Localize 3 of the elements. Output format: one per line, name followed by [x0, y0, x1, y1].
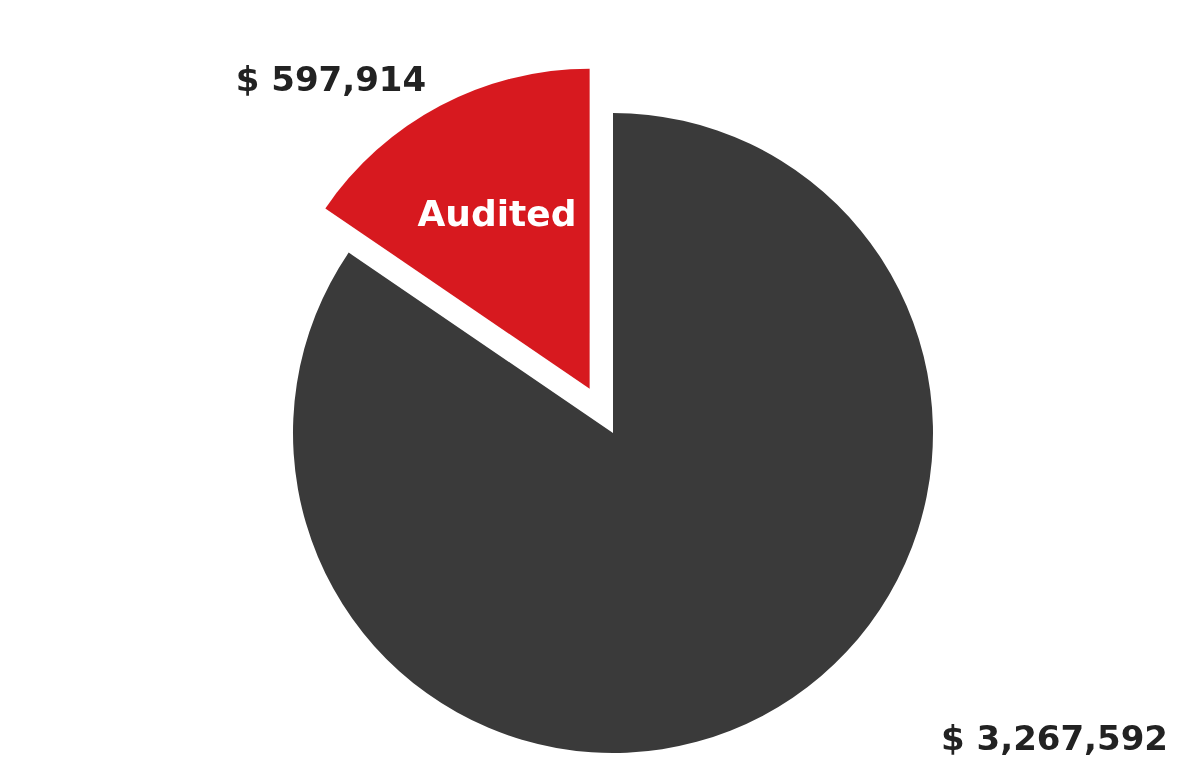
data-label: $ 597,914	[235, 59, 427, 100]
slice-label: Audited	[417, 192, 577, 234]
data-label: $ 3,267,592	[941, 718, 1168, 758]
